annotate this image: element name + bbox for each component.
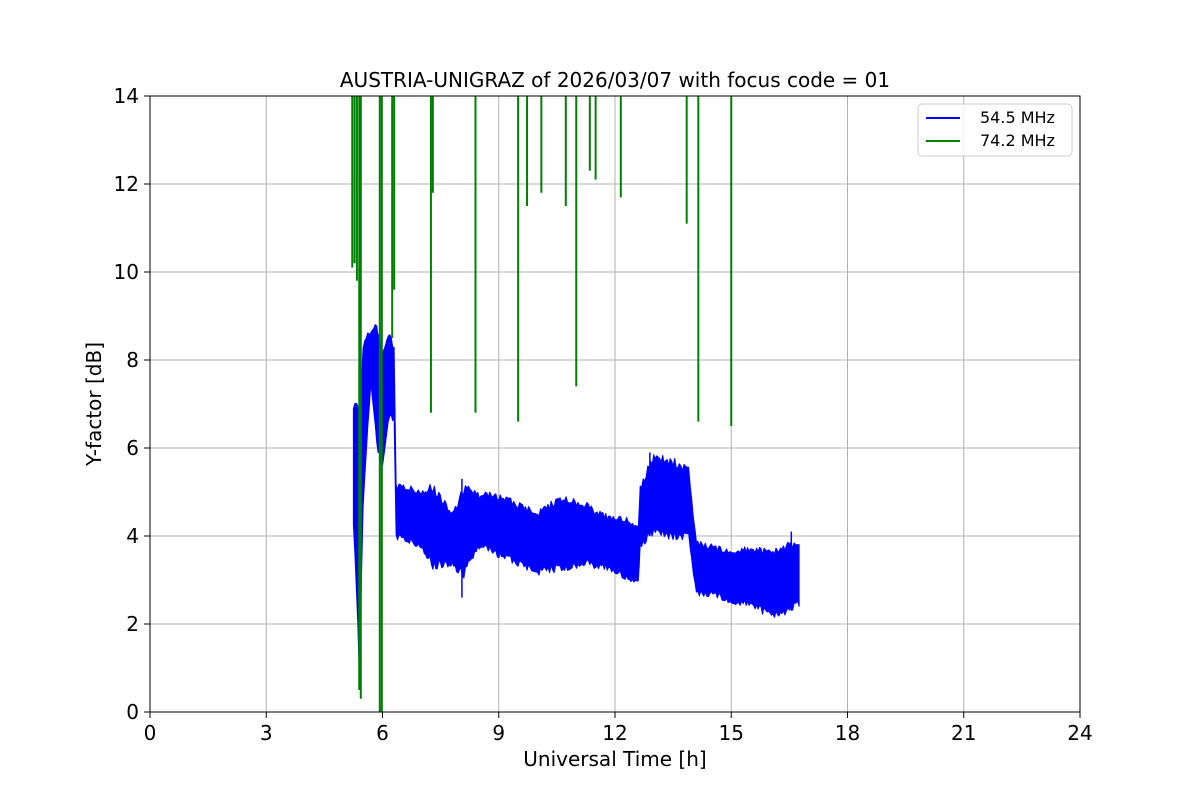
y-axis-label: Y-factor [dB] (82, 342, 106, 467)
legend-label-54-5-mhz: 54.5 MHz (980, 108, 1055, 127)
y-tick-label: 12 (114, 172, 139, 196)
series-74-2-mhz (351, 96, 733, 712)
series-layer (351, 96, 800, 712)
x-tick-label: 24 (1067, 721, 1092, 745)
series-54-5-mhz (352, 324, 800, 675)
x-tick-label: 0 (144, 721, 157, 745)
y-tick-label: 0 (126, 700, 139, 724)
band-fill (352, 324, 800, 675)
y-tick-label: 4 (126, 524, 139, 548)
y-tick-label: 6 (126, 436, 139, 460)
x-tick-label: 9 (492, 721, 505, 745)
x-axis-label: Universal Time [h] (523, 747, 706, 771)
x-tick-label: 21 (951, 721, 976, 745)
x-tick-label: 18 (835, 721, 860, 745)
y-tick-label: 2 (126, 612, 139, 636)
x-tick-label: 3 (260, 721, 273, 745)
y-tick-label: 14 (114, 84, 139, 108)
legend-label-74-2-mhz: 74.2 MHz (980, 131, 1055, 150)
x-tick-label: 15 (719, 721, 744, 745)
chart-title: AUSTRIA-UNIGRAZ of 2026/03/07 with focus… (340, 68, 890, 92)
y-tick-label: 10 (114, 260, 139, 284)
y-tick-label: 8 (126, 348, 139, 372)
x-tick-label: 12 (602, 721, 627, 745)
legend: 54.5 MHz 74.2 MHz (917, 103, 1073, 157)
x-tick-label: 6 (376, 721, 389, 745)
